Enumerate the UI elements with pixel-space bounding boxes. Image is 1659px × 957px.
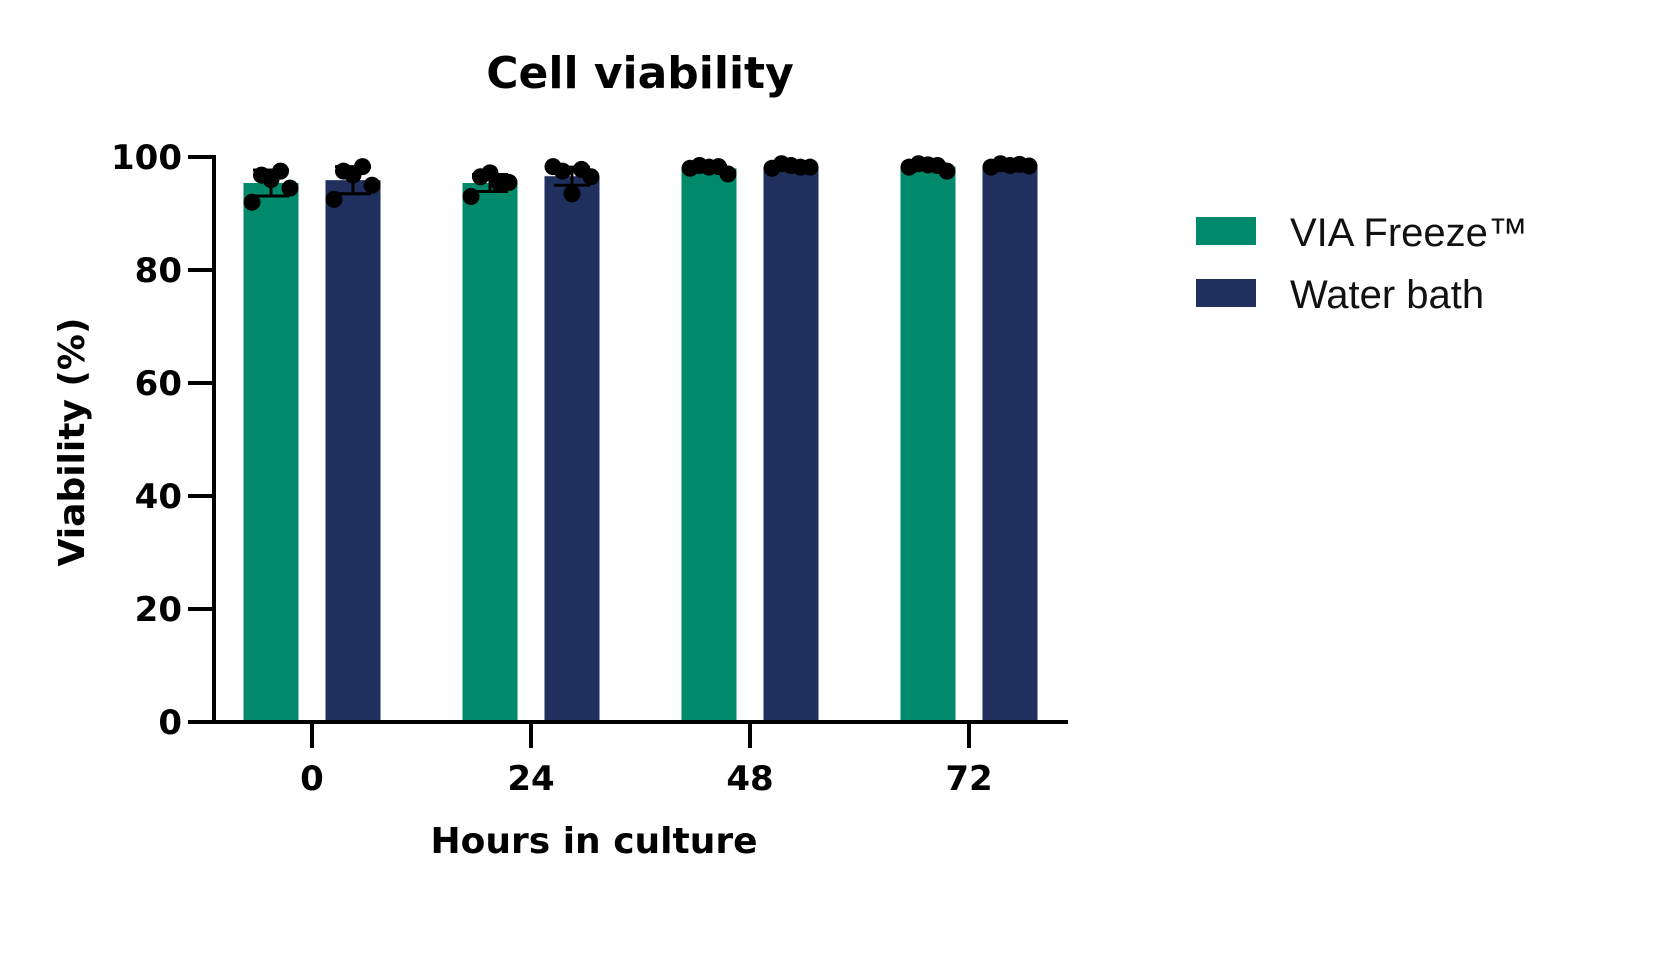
y-tick-label: 60 <box>135 364 182 404</box>
y-tick-label: 0 <box>158 703 182 743</box>
data-point <box>500 173 518 191</box>
data-point <box>462 188 480 206</box>
bar-water-bath-24h <box>544 176 600 722</box>
legend-swatch-via-freeze <box>1196 217 1256 245</box>
legend-swatch-water-bath <box>1196 279 1256 307</box>
x-tick-label: 48 <box>726 759 773 799</box>
y-axis-title: Viability (%) <box>52 318 93 567</box>
bar-via-freeze-0h <box>243 182 299 723</box>
bar-via-freeze-48h <box>681 168 737 723</box>
legend: VIA Freeze™ Water bath <box>1196 211 1528 317</box>
data-point <box>272 162 289 180</box>
data-point <box>563 185 581 203</box>
data-point <box>243 193 261 211</box>
y-tick-label: 80 <box>135 251 182 291</box>
y-tick-label: 20 <box>135 590 182 630</box>
data-points-layer <box>243 155 1038 211</box>
bar-water-bath-0h <box>325 180 381 723</box>
x-tick-label: 24 <box>507 759 554 799</box>
y-tick-label: 100 <box>111 138 182 178</box>
bar-via-freeze-24h <box>462 182 518 723</box>
legend-label-via-freeze: VIA Freeze™ <box>1290 211 1528 255</box>
data-point <box>938 162 956 180</box>
bar-water-bath-48h <box>763 167 819 723</box>
y-tick-label: 40 <box>135 477 182 517</box>
x-tick-label: 72 <box>945 759 992 799</box>
data-point <box>554 162 571 180</box>
x-axis-title: Hours in culture <box>430 821 757 862</box>
data-point <box>354 158 371 176</box>
data-point <box>325 190 343 208</box>
data-point <box>281 179 299 197</box>
data-point <box>801 158 819 176</box>
data-point <box>719 165 737 183</box>
data-point <box>363 176 381 194</box>
y-tick-labels: 0 20 40 60 80 100 <box>111 138 214 743</box>
bar-water-bath-72h <box>982 166 1038 723</box>
data-point <box>1020 157 1038 175</box>
x-tick-label: 0 <box>300 759 324 799</box>
bars-layer <box>243 166 1038 723</box>
bar-via-freeze-72h <box>900 166 956 723</box>
x-tick-labels: 0 24 48 72 <box>300 724 993 799</box>
chart-title: Cell viability <box>486 48 794 99</box>
data-point <box>582 168 600 186</box>
legend-label-water-bath: Water bath <box>1290 273 1484 317</box>
